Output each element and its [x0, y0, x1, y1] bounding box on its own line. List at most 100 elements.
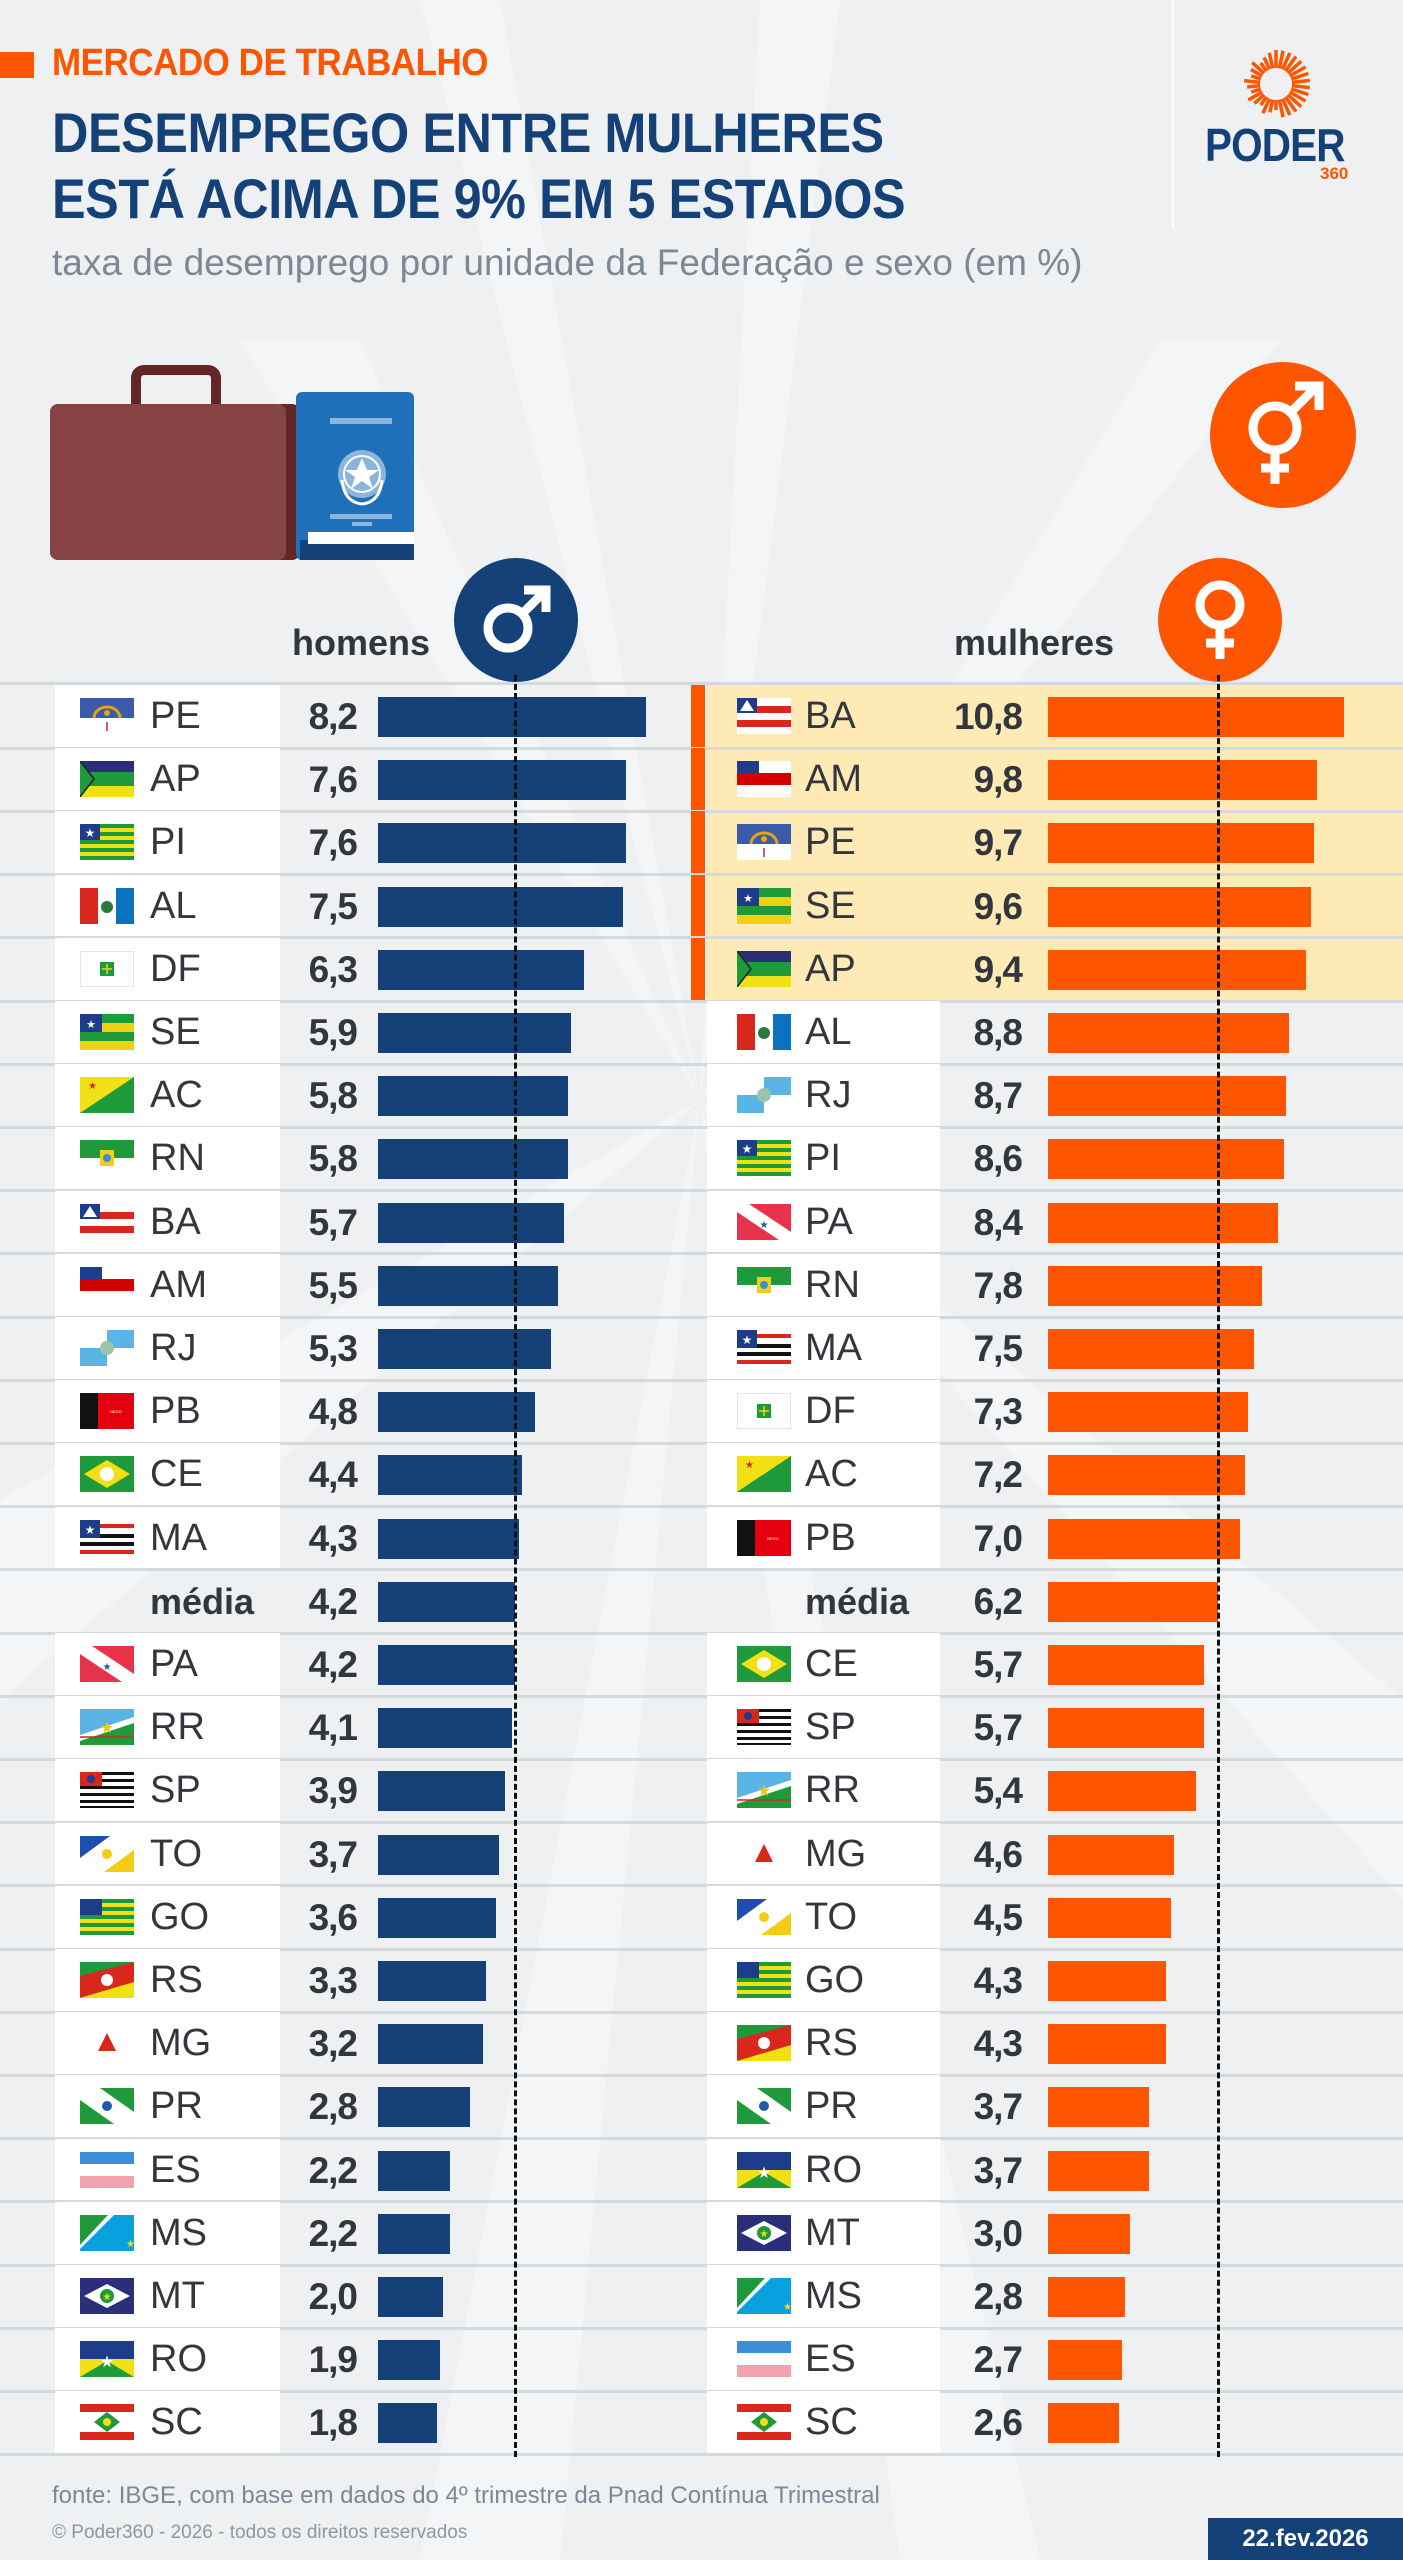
- value-label: 5,7: [973, 1707, 1023, 1749]
- state-label: SC: [150, 2401, 203, 2444]
- men-bar: [378, 1708, 512, 1749]
- logo-ray: [1253, 93, 1266, 105]
- women-bar: [1048, 949, 1306, 990]
- row-divider: [0, 1315, 1403, 1319]
- row-divider: [0, 2010, 1403, 2014]
- kicker: MERCADO DE TRABALHO: [52, 42, 489, 84]
- women-bar: [1048, 760, 1317, 801]
- women-bar: [1048, 1455, 1246, 1496]
- table-row: RS 3,3 GO 4,3: [0, 1949, 1403, 2012]
- kicker-marker: [0, 52, 34, 78]
- svg-text:★: ★: [742, 1333, 753, 1347]
- state-label: PE: [150, 695, 201, 737]
- flag-icon-ms: ★: [80, 2214, 134, 2251]
- highlight-accent: [691, 874, 705, 938]
- flag-icon-pb: NEGO: [737, 1519, 791, 1556]
- svg-text:★: ★: [85, 826, 96, 840]
- value-label: 5,8: [308, 1138, 358, 1180]
- flag-icon-pb: NEGO: [80, 1393, 134, 1430]
- flag-icon-rn: [737, 1266, 791, 1303]
- women-bar: [1048, 1771, 1196, 1812]
- men-bar: [378, 1329, 552, 1369]
- value-label: 4,1: [308, 1707, 358, 1749]
- men-bar: [378, 1961, 486, 2001]
- value-label: 4,3: [973, 2023, 1023, 2065]
- table-row: AP 7,6 AM 9,8: [0, 748, 1403, 812]
- svg-text:★: ★: [126, 2239, 134, 2250]
- state-label: TO: [805, 1895, 858, 1938]
- flag-icon-mg: [80, 2025, 134, 2062]
- flag-icon-ce: [80, 1456, 134, 1493]
- svg-text:★: ★: [88, 1081, 97, 1092]
- flag-icon-ac: ★: [80, 1077, 134, 1114]
- flag-icon-mt: ★: [737, 2214, 791, 2251]
- svg-text:★: ★: [745, 1460, 754, 1471]
- state-label: PI: [150, 821, 186, 864]
- value-label: 9,4: [973, 948, 1023, 990]
- flag-icon-mg: [737, 1835, 791, 1872]
- table-row: TO 3,7 MG 4,6: [0, 1822, 1403, 1886]
- value-label: 3,7: [973, 2149, 1023, 2191]
- state-label: SP: [150, 1769, 201, 1812]
- table-row: RN 5,8 ★ PI 8,6: [0, 1127, 1403, 1191]
- flag-icon-pa: ★: [737, 1203, 791, 1240]
- men-bar: [378, 2213, 450, 2254]
- flag-icon-ap: [737, 950, 791, 987]
- row-divider: [0, 1884, 1403, 1888]
- logo-ray: [1288, 65, 1307, 78]
- men-bar: [378, 1013, 571, 1053]
- value-label: 4,3: [973, 1960, 1023, 2001]
- highlight-accent: [691, 811, 705, 875]
- flag-icon-sc: [737, 2404, 791, 2441]
- value-label: 9,6: [973, 885, 1023, 927]
- flag-icon-rr: ★: [737, 1772, 791, 1809]
- value-label: 7,6: [308, 759, 358, 801]
- men-bar: [378, 1581, 516, 1622]
- value-label: 5,3: [308, 1328, 358, 1369]
- flag-icon-pr: [737, 2088, 791, 2125]
- row-divider: [0, 2453, 1403, 2457]
- men-bar: [378, 2340, 441, 2381]
- state-label: RO: [805, 2148, 862, 2191]
- flag-icon-sp: [737, 1709, 791, 1746]
- logo-suffix: 360: [1320, 164, 1349, 183]
- sun-rays-icon: [1243, 50, 1310, 118]
- state-label: ES: [150, 2148, 201, 2191]
- table-row: RJ 5,3 ★ MA 7,5: [0, 1317, 1403, 1380]
- value-label: 2,8: [308, 2086, 358, 2128]
- state-label: RS: [150, 1959, 203, 2001]
- state-label: PB: [805, 1516, 856, 1559]
- row-divider: [0, 1631, 1403, 1635]
- flag-icon-ma: ★: [80, 1519, 134, 1556]
- women-bar: [1048, 886, 1312, 927]
- table-row: ★ RO 1,9 ES 2,7: [0, 2328, 1403, 2392]
- flag-icon-rs: [737, 2025, 791, 2062]
- row-divider: [0, 1568, 1403, 1572]
- state-label: MG: [150, 2022, 212, 2065]
- logo-ray: [1251, 61, 1266, 75]
- state-label: PE: [805, 821, 856, 864]
- svg-text:NEGO: NEGO: [110, 1409, 122, 1414]
- flag-icon-pi: ★: [737, 1140, 791, 1177]
- men-bar: [378, 1202, 565, 1243]
- logo-ray: [1280, 52, 1292, 71]
- row-divider: [0, 1189, 1403, 1193]
- highlight-accent: [691, 937, 705, 1001]
- value-label: 7,5: [973, 1328, 1023, 1369]
- value-label: 7,3: [973, 1391, 1023, 1433]
- men-bar: [378, 1771, 506, 1812]
- logo-ray: [1250, 74, 1262, 81]
- flag-icon-pe: [737, 824, 791, 861]
- flag-icon-am: [737, 761, 791, 798]
- logo-ray: [1277, 50, 1285, 69]
- logo-ray: [1291, 78, 1310, 85]
- logo-ray: [1286, 93, 1303, 109]
- state-label: AL: [805, 1011, 852, 1053]
- flag-icon-ms: ★: [737, 2278, 791, 2314]
- flag-icon-ro: ★: [80, 2341, 134, 2378]
- logo-ray: [1267, 52, 1275, 69]
- men-bar: [378, 2277, 444, 2317]
- svg-text:★: ★: [100, 1720, 114, 1737]
- men-bar: [378, 823, 627, 864]
- women-bar: [1048, 1265, 1262, 1306]
